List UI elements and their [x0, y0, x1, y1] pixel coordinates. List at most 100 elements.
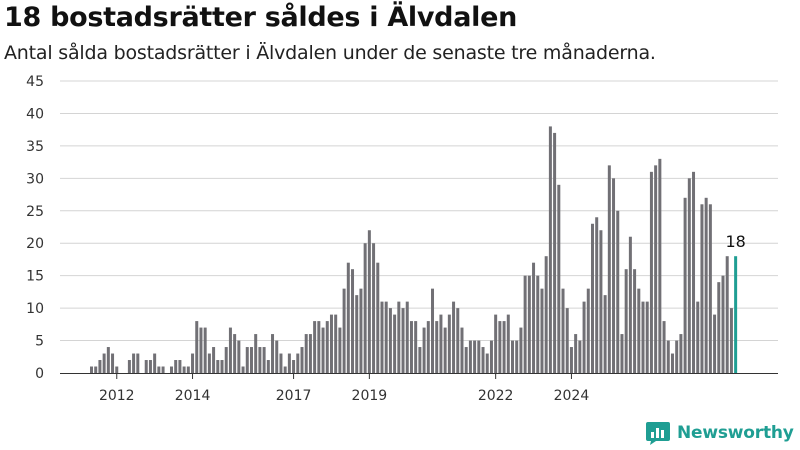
bar: [422, 327, 426, 373]
bar: [342, 288, 346, 373]
bar: [102, 353, 106, 373]
y-tick-label: 0: [35, 366, 44, 382]
bar: [616, 210, 620, 373]
gridlines: [60, 80, 778, 342]
bar: [199, 327, 203, 373]
bar: [237, 340, 241, 373]
bar: [511, 340, 514, 373]
bar: [292, 360, 296, 373]
bar: [367, 230, 371, 373]
y-tick-label: 45: [26, 74, 44, 90]
bar: [670, 353, 674, 373]
bar: [713, 314, 717, 373]
bar: [447, 314, 451, 373]
bar: [473, 340, 477, 373]
y-tick-label: 20: [26, 236, 44, 252]
bar: [527, 275, 531, 373]
bar: [313, 321, 317, 373]
bar: [692, 171, 696, 373]
bar: [233, 334, 237, 373]
bar: [325, 321, 329, 373]
bar: [468, 340, 472, 373]
bar: [649, 171, 653, 373]
bar: [346, 262, 350, 373]
bar: [384, 301, 388, 373]
bar: [296, 353, 300, 373]
bar: [675, 340, 679, 373]
y-tick-label: 15: [26, 269, 44, 285]
bar: [245, 347, 249, 373]
bar: [363, 243, 367, 373]
bar: [599, 230, 603, 373]
brand-name: Newsworthy: [677, 423, 794, 443]
newsworthy-logo-icon: [646, 422, 670, 445]
x-tick-label: 2019: [352, 388, 388, 404]
bar: [426, 321, 430, 373]
bar: [115, 366, 119, 373]
bar: [409, 321, 413, 373]
bar: [376, 262, 380, 373]
bar: [553, 132, 557, 373]
chart-title: 18 bostadsrätter såldes i Älvdalen: [4, 2, 518, 33]
y-tick-label: 35: [26, 139, 44, 155]
bar: [569, 347, 573, 373]
bar: [603, 295, 607, 373]
bar: [443, 327, 447, 373]
x-tick-label: 2012: [99, 388, 135, 404]
bar: [586, 288, 590, 373]
bar: [94, 366, 98, 373]
highlight-value-label: 18: [725, 232, 745, 251]
bar: [721, 275, 725, 373]
x-axis-ticks: 2012 2014 2017 2019 2022 2024: [99, 373, 589, 404]
y-tick-label: 40: [26, 106, 44, 122]
bar: [161, 366, 165, 373]
bar: [494, 314, 498, 373]
bar: [502, 321, 506, 373]
bar: [144, 360, 148, 373]
x-tick-label: 2024: [554, 388, 590, 404]
bar: [275, 340, 279, 373]
bar: [666, 340, 670, 373]
bar: [191, 353, 195, 373]
bar: [228, 327, 232, 373]
bar: [536, 275, 540, 373]
bar-series: [90, 126, 738, 373]
bar: [704, 197, 708, 373]
y-tick-label: 5: [35, 334, 44, 350]
y-tick-label: 25: [26, 204, 44, 220]
bar: [612, 178, 616, 373]
bar: [271, 334, 275, 373]
bar: [683, 197, 687, 373]
bar: [654, 165, 658, 373]
bar: [662, 321, 666, 373]
bar: [388, 308, 392, 373]
bar: [477, 340, 481, 373]
bar: [624, 269, 628, 373]
bar: [203, 327, 207, 373]
brand: Newsworthy: [645, 420, 794, 446]
bar: [132, 353, 136, 373]
bar: [578, 340, 582, 373]
bar: [266, 360, 270, 373]
bar: [355, 295, 359, 373]
bar: [658, 158, 662, 373]
bar: [178, 360, 182, 373]
y-axis-ticks: 0 5 10 15 20 25 30 35 40 45: [26, 74, 44, 382]
bar: [254, 334, 258, 373]
chart-subtitle: Antal sålda bostadsrätter i Älvdalen und…: [4, 42, 656, 64]
bar: [725, 256, 729, 373]
bar: [106, 347, 110, 373]
bar: [523, 275, 527, 373]
bar: [169, 366, 173, 373]
bar: [405, 301, 409, 373]
bar: [174, 360, 178, 373]
highlighted-bar: [734, 256, 738, 373]
bar: [186, 366, 190, 373]
y-tick-label: 10: [26, 301, 44, 317]
bar: [300, 347, 304, 373]
bar: [98, 360, 102, 373]
bar: [557, 184, 561, 373]
bar: [620, 334, 624, 373]
bar: [641, 301, 645, 373]
bar: [279, 353, 283, 373]
